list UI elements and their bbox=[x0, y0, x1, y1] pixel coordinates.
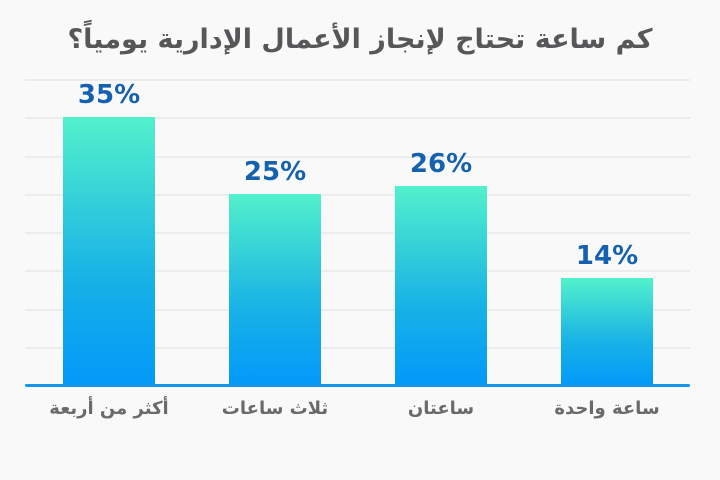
bar-column: 25% bbox=[229, 157, 321, 386]
bar-column: 26% bbox=[395, 149, 487, 386]
bar bbox=[561, 277, 653, 385]
bar-value-label: 35% bbox=[77, 80, 141, 111]
gridline-40 bbox=[25, 79, 690, 81]
bar-column: 14% bbox=[561, 241, 653, 386]
gridline-35 bbox=[25, 117, 690, 120]
bar-value-label: 14% bbox=[575, 240, 639, 271]
plot-area: 35% 25% 26% 14% bbox=[25, 79, 690, 387]
bar-value-label: 26% bbox=[409, 149, 473, 180]
bar bbox=[63, 117, 155, 385]
x-axis-labels: أكثر من أربعة ثلاث ساعات ساعتان ساعة واحدة bbox=[25, 398, 690, 432]
gridline-10 bbox=[25, 308, 690, 311]
gridline-30 bbox=[25, 155, 690, 158]
gridline-20 bbox=[25, 232, 690, 234]
gridline-25 bbox=[25, 193, 690, 196]
bar bbox=[229, 193, 321, 385]
bar-value-label: 25% bbox=[243, 156, 307, 187]
bar bbox=[395, 186, 487, 385]
x-axis-label: ثلاث ساعات bbox=[221, 398, 329, 419]
x-axis-label: أكثر من أربعة bbox=[49, 398, 169, 419]
gridline-15 bbox=[25, 270, 690, 273]
chart-title: كم ساعة تحتاج لإنجاز الأعمال الإدارية يو… bbox=[67, 24, 653, 55]
gridline-5 bbox=[25, 346, 690, 349]
x-axis-label: ساعة واحدة bbox=[554, 398, 660, 419]
bar-column: 35% bbox=[63, 80, 155, 386]
x-axis-label: ساعتان bbox=[407, 398, 475, 419]
x-axis-line bbox=[25, 384, 690, 387]
